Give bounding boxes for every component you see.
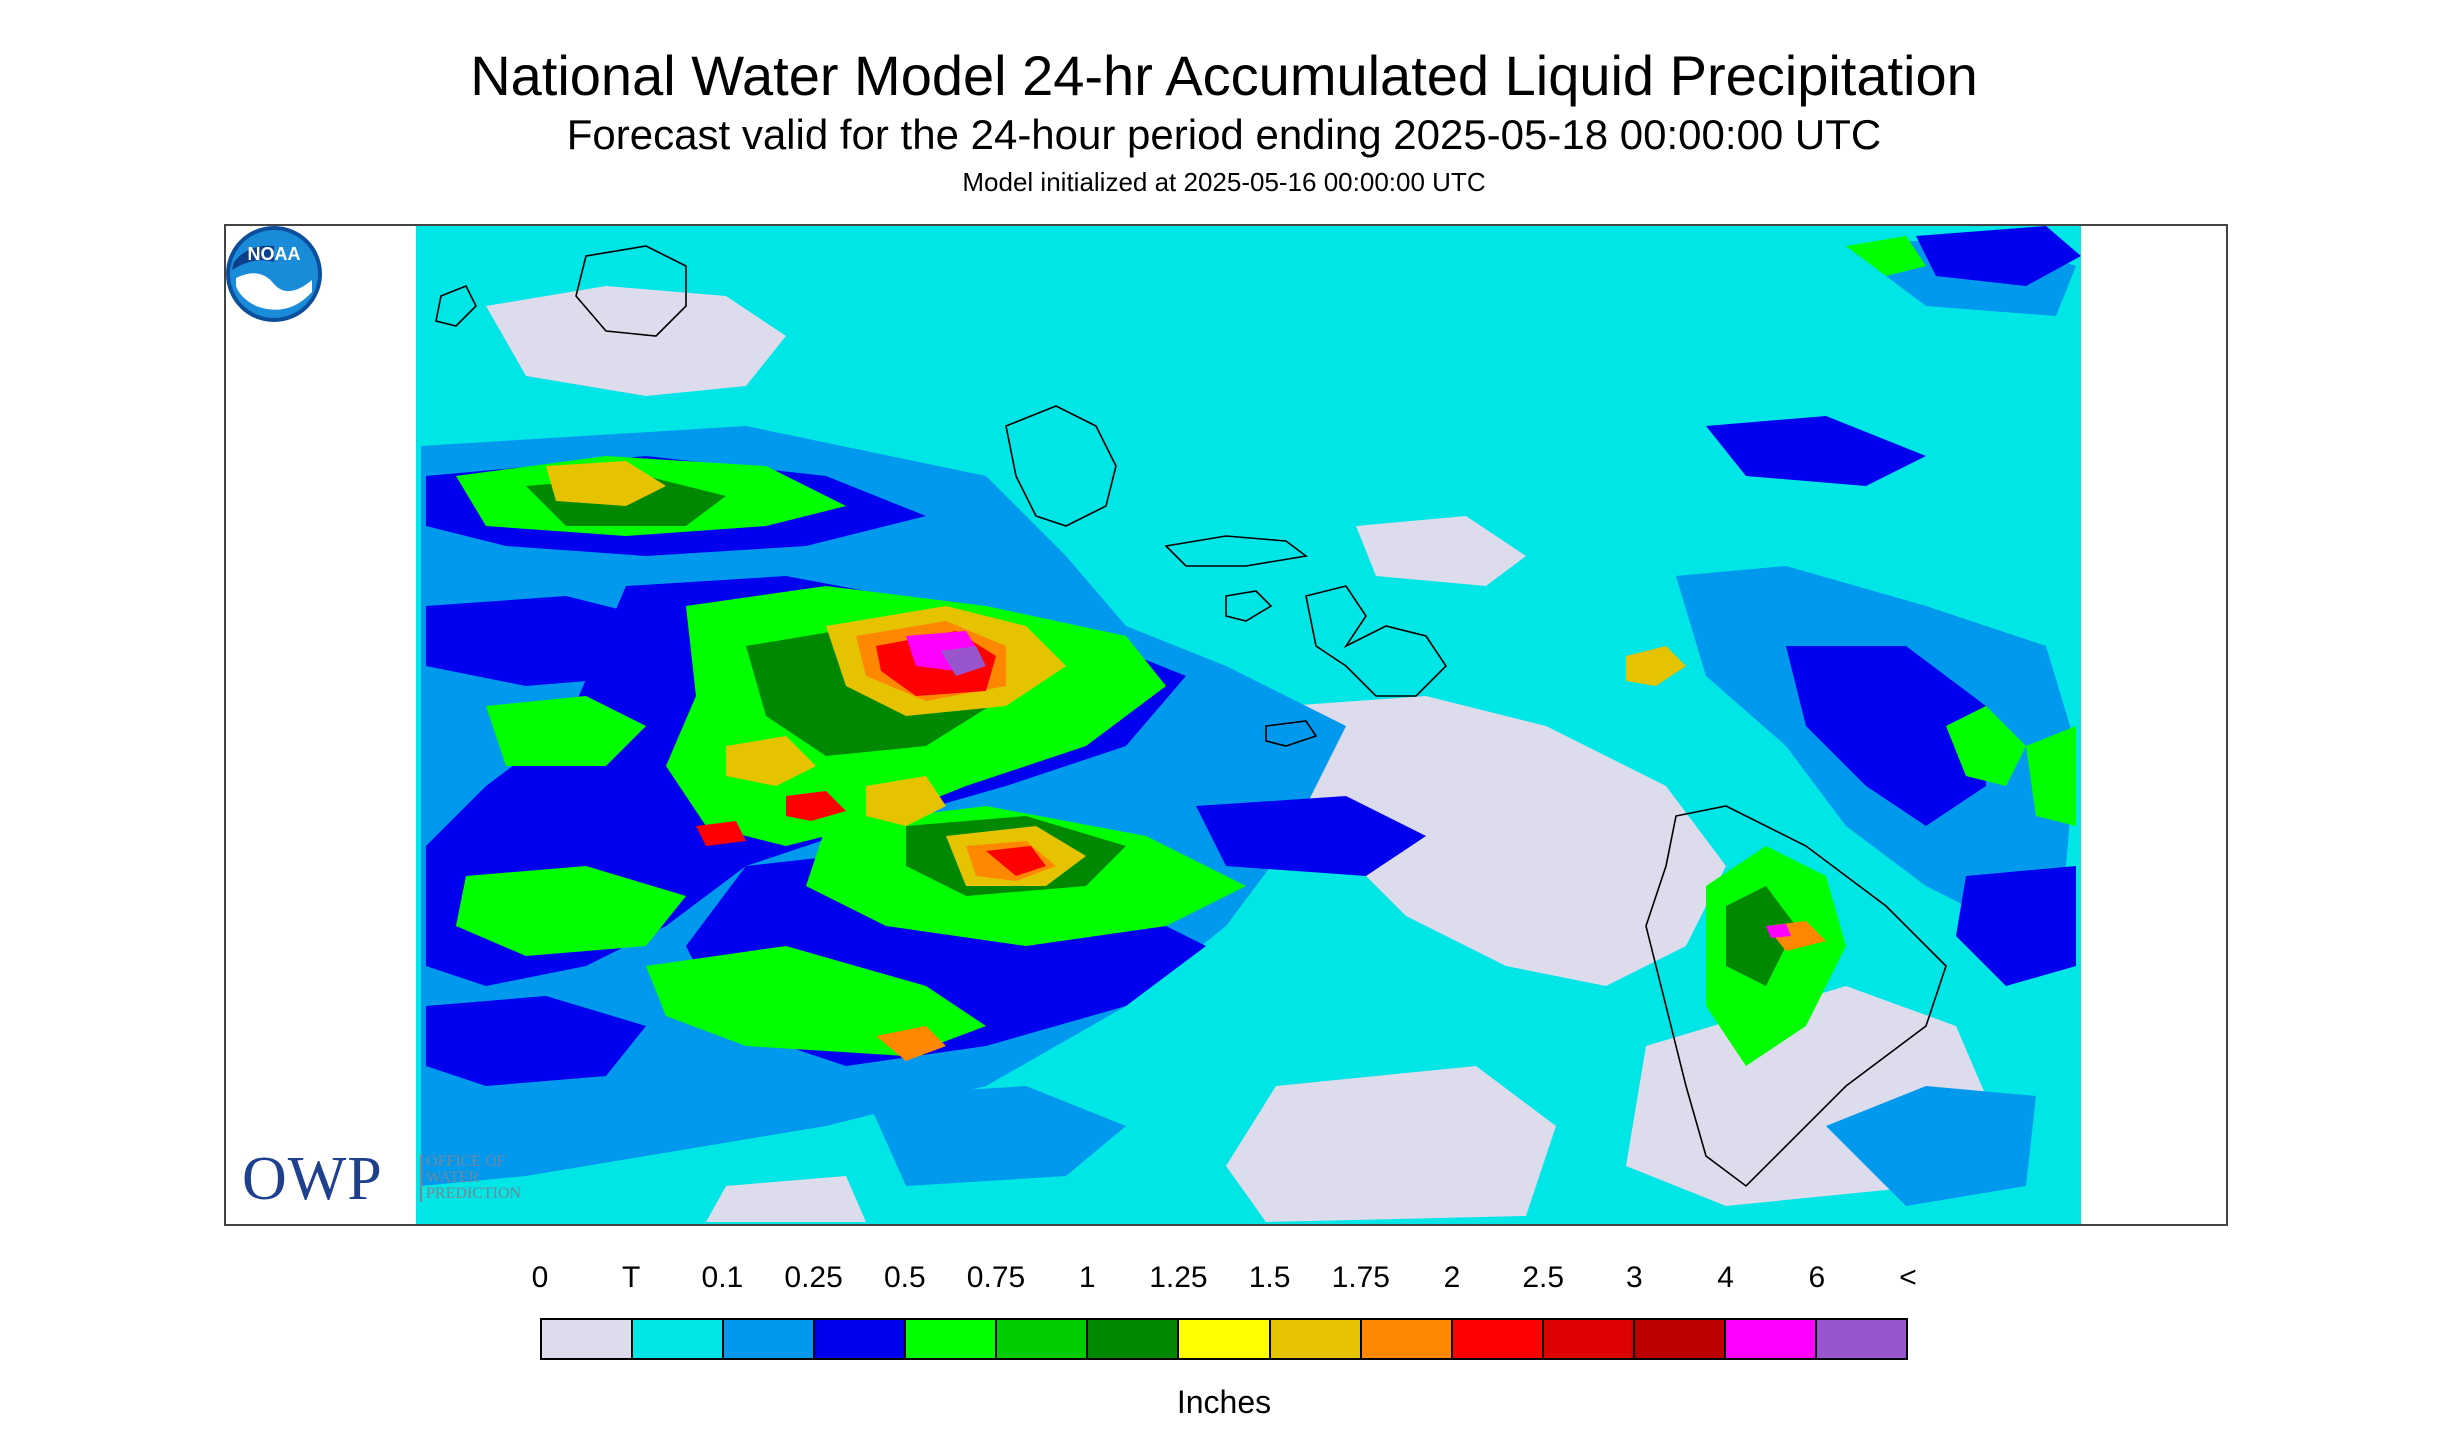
domain-margin-right	[2081, 226, 2226, 1224]
legend-swatch	[1725, 1320, 1817, 1358]
legend-swatch	[1452, 1320, 1544, 1358]
legend-tick-label: 2.5	[1522, 1261, 1565, 1294]
island-kauai	[575, 245, 687, 337]
legend-tick-label: 3	[1626, 1261, 1643, 1294]
legend-swatch	[1088, 1320, 1180, 1358]
legend-swatch	[1634, 1320, 1726, 1358]
legend-tick-label: T	[622, 1261, 641, 1294]
legend-swatch	[633, 1320, 725, 1358]
legend-swatch	[997, 1320, 1089, 1358]
legend-units: Inches	[1176, 1384, 1272, 1420]
legend-tick-labels: 0 T 0.1 0.25 0.5 0.75 1 1.25 1.5 1.75 2 2.5 3 4 6 <	[532, 1260, 1917, 1300]
legend-swatch	[1543, 1320, 1635, 1358]
island-niihau	[435, 284, 477, 327]
legend-tick-label: 0.1	[701, 1261, 744, 1294]
owp-logo-text: OWP	[242, 1145, 383, 1213]
island-kahoolawe	[1265, 720, 1318, 747]
island-outlines	[435, 245, 1947, 1188]
legend-swatch	[724, 1320, 816, 1358]
legend-swatch	[906, 1320, 998, 1358]
owp-logo: OWP OFFICE OF WATER PREDICTION	[242, 1146, 542, 1216]
legend-swatch	[1816, 1320, 1906, 1358]
island-hawaii	[1645, 805, 1947, 1188]
island-molokai	[1164, 535, 1308, 567]
legend-swatch	[815, 1320, 907, 1358]
color-legend: 0 T 0.1 0.25 0.5 0.75 1 1.25 1.5 1.75 2 2.5 3 4 6 < Inc…	[532, 1260, 1917, 1450]
chart-title: National Water Model 24-hr Accumulated L…	[470, 44, 1978, 107]
legend-tick-label: 1.75	[1331, 1261, 1390, 1294]
domain-margin-left	[226, 226, 416, 1224]
legend-tick-label: 2	[1443, 1261, 1461, 1294]
legend-tick-label: 1.25	[1149, 1261, 1208, 1294]
legend-tick-label: 0.25	[784, 1261, 843, 1294]
owp-logo-subtext: OFFICE OF WATER PREDICTION	[420, 1154, 521, 1202]
legend-swatch	[542, 1320, 634, 1358]
island-maui	[1305, 585, 1448, 697]
legend-tick-label: 1	[1078, 1261, 1096, 1294]
chart-subtitle: Forecast valid for the 24-hour period en…	[566, 111, 1882, 158]
legend-tick-label: <	[1899, 1261, 1917, 1294]
island-oahu	[1005, 405, 1117, 527]
legend-tick-label: 1.5	[1248, 1261, 1291, 1294]
precip-band-6	[941, 646, 986, 676]
precipitation-field	[226, 226, 2226, 1224]
precipitation-map: OWP OFFICE OF WATER PREDICTION NOAA	[224, 224, 2228, 1226]
legend-swatch	[1270, 1320, 1362, 1358]
legend-tick-label: 0.75	[966, 1261, 1026, 1294]
legend-tick-label: 0.5	[883, 1261, 926, 1294]
legend-swatch	[1361, 1320, 1453, 1358]
model-init-text: Model initialized at 2025-05-16 00:00:00…	[962, 167, 1486, 197]
island-lanai	[1225, 590, 1273, 622]
noaa-logo-text: NOAA	[248, 244, 301, 264]
legend-colorbar	[540, 1318, 1908, 1360]
legend-tick-label: 0	[531, 1261, 549, 1294]
noaa-logo: NOAA	[226, 226, 322, 322]
legend-tick-label: 4	[1717, 1261, 1734, 1294]
legend-swatch	[1179, 1320, 1271, 1358]
legend-tick-label: 6	[1808, 1261, 1826, 1294]
